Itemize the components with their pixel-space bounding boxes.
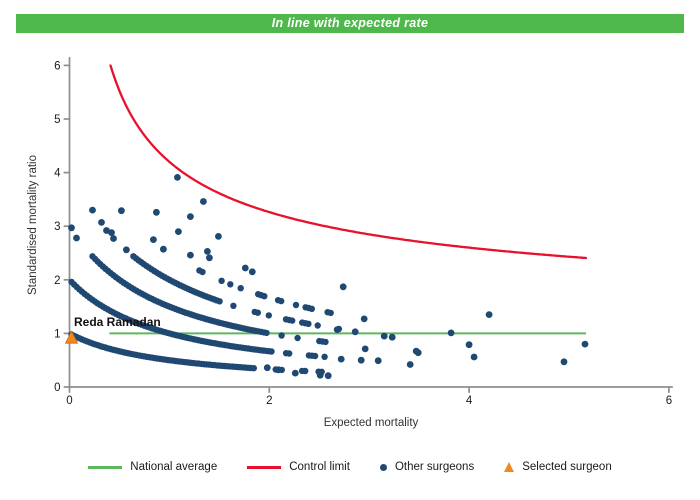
svg-text:4: 4 [54, 168, 61, 180]
legend-item-other-surgeons: Other surgeons [379, 461, 475, 473]
svg-text:0: 0 [66, 395, 72, 407]
legend-label: National average [130, 461, 218, 473]
svg-text:1: 1 [54, 328, 60, 340]
legend-label: Control limit [289, 461, 350, 473]
tick-labels: 0 1 2 3 4 5 6 0 2 4 6 [54, 60, 672, 407]
svg-text:4: 4 [466, 395, 473, 407]
other-surgeons-points [68, 174, 589, 380]
y-axis-title: Standardised mortality ratio [27, 155, 39, 295]
legend-item-national-average: National average [88, 461, 217, 473]
other-surgeons-dot-icon [379, 463, 387, 471]
axes [63, 57, 673, 393]
control-limit-curve [109, 64, 588, 260]
legend-item-control-limit: Control limit [247, 461, 350, 473]
x-axis-title: Expected mortality [324, 417, 419, 429]
funnel-plot: Standardised mortality ratio Expected mo… [27, 57, 673, 429]
status-banner: In line with expected rate [16, 14, 684, 33]
svg-text:3: 3 [54, 221, 60, 233]
svg-text:6: 6 [666, 395, 672, 407]
control-limit-line-icon [247, 465, 282, 469]
national-average-line-icon [88, 465, 123, 469]
svg-text:6: 6 [54, 60, 60, 72]
svg-text:2: 2 [54, 275, 60, 287]
legend-label: Other surgeons [394, 461, 475, 473]
legend-label: Selected surgeon [522, 461, 612, 473]
selected-surgeon-marker [64, 330, 79, 344]
selected-surgeon-label: Reda Ramadan [74, 315, 161, 329]
svg-text:0: 0 [54, 382, 60, 394]
svg-text:2: 2 [266, 395, 272, 407]
svg-text:5: 5 [54, 114, 60, 126]
legend-item-selected-surgeon: Selected surgeon [504, 461, 612, 473]
legend: National average Control limit Other sur… [0, 456, 700, 478]
selected-surgeon-triangle-icon [504, 462, 515, 472]
